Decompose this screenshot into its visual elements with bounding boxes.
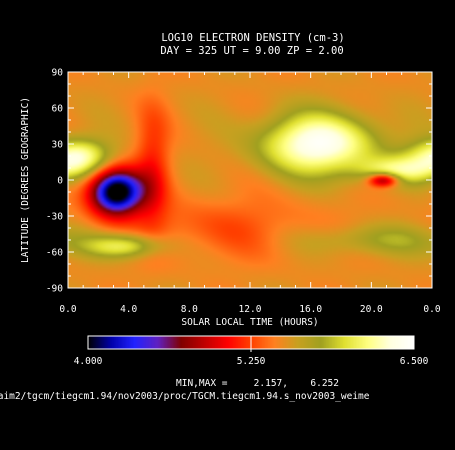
- x-tick-label: 0.0: [423, 304, 440, 315]
- axis-ticks: [67, 71, 433, 289]
- x-tick-label: 0.0: [59, 304, 76, 315]
- file-path: /aim2/tgcm/tiegcm1.94/nov2003/proc/TGCM.…: [0, 391, 370, 402]
- y-tick-label: -90: [46, 284, 63, 295]
- x-tick-label: 16.0: [299, 304, 322, 315]
- y-tick-label: -60: [46, 248, 63, 259]
- colorbar-max-label: 6.500: [400, 356, 429, 367]
- stats-min: 2.157,: [254, 378, 288, 389]
- y-tick-label: 60: [52, 104, 64, 115]
- chart-subtitle: DAY = 325 UT = 9.00 ZP = 2.00: [160, 45, 343, 57]
- stats-max: 6.252: [310, 378, 339, 389]
- x-tick-label: 8.0: [181, 304, 198, 315]
- chart-title: LOG10 ELECTRON DENSITY (cm-3): [161, 32, 344, 44]
- y-tick-label: 90: [52, 68, 64, 79]
- x-tick-label: 4.0: [120, 304, 137, 315]
- y-tick-label: 0: [57, 176, 63, 187]
- colorbar-mid-label: 5.250: [237, 356, 266, 367]
- x-tick-label: 12.0: [239, 304, 262, 315]
- y-tick-label: -30: [46, 212, 63, 223]
- x-axis-label: SOLAR LOCAL TIME (HOURS): [181, 317, 318, 328]
- heatmap-plot: [67, 71, 433, 289]
- x-tick-label: 20.0: [360, 304, 383, 315]
- y-axis-label: LATITUDE (DEGREES GEOGRAPHIC): [20, 97, 31, 263]
- stats-label: MIN,MAX =: [176, 378, 228, 389]
- y-tick-label: 30: [52, 140, 64, 151]
- heatmap-image: [68, 72, 432, 288]
- colorbar-min-label: 4.000: [74, 356, 103, 367]
